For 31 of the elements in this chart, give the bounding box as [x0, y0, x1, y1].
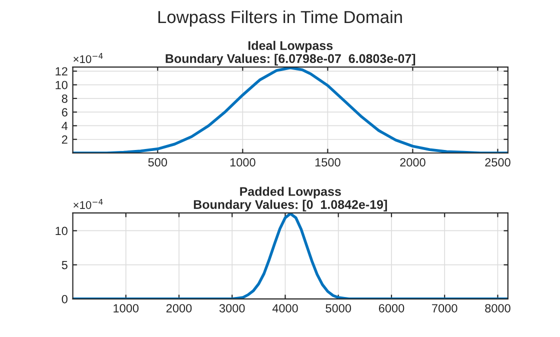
x-tick-label: 500: [148, 158, 168, 167]
x-tick-label: 4000: [272, 304, 298, 312]
chart-title: Padded Lowpass: [240, 186, 341, 198]
text: ×10$^{−4}$: [74, 198, 103, 209]
y-tick-label: 2: [62, 135, 68, 144]
x-tick-label: 6000: [378, 304, 404, 312]
y-tick-label: 10: [56, 80, 68, 90]
chart-subtitle: Boundary Values: [0 1.0842e-19]: [194, 200, 387, 212]
y-tick-label: 5: [62, 260, 68, 270]
x-tick-label: 1500: [315, 158, 340, 167]
line-series: [72, 67, 508, 153]
x-tick-label: 1000: [114, 304, 139, 312]
x-tick-label: 2000: [400, 158, 426, 167]
y-tick-label: 10: [56, 226, 68, 236]
x-tick-label: 2000: [166, 304, 192, 312]
y-tick-label: 6: [62, 108, 68, 116]
y-tick-label: 12: [56, 67, 68, 76]
chart-title: Ideal Lowpass: [248, 40, 333, 52]
x-tick-label: 7000: [432, 304, 458, 312]
line-series: [72, 212, 508, 299]
chart-subtitle: Boundary Values: [6.0798e-07 6.0803e-07]: [166, 54, 416, 66]
x-tick-label: 5000: [326, 304, 352, 312]
y-tick-label: 8: [62, 94, 68, 103]
x-tick-label: 1000: [230, 158, 256, 167]
text: Lowpass Filters in Time Domain: [158, 10, 402, 27]
y-tick-label: 0: [62, 294, 68, 304]
y-tick-label: 4: [62, 122, 68, 130]
text: ×10$^{−4}$: [74, 53, 103, 64]
x-tick-label: 3000: [219, 304, 245, 312]
x-tick-label: 8000: [485, 304, 510, 312]
x-tick-label: 2500: [485, 158, 510, 167]
